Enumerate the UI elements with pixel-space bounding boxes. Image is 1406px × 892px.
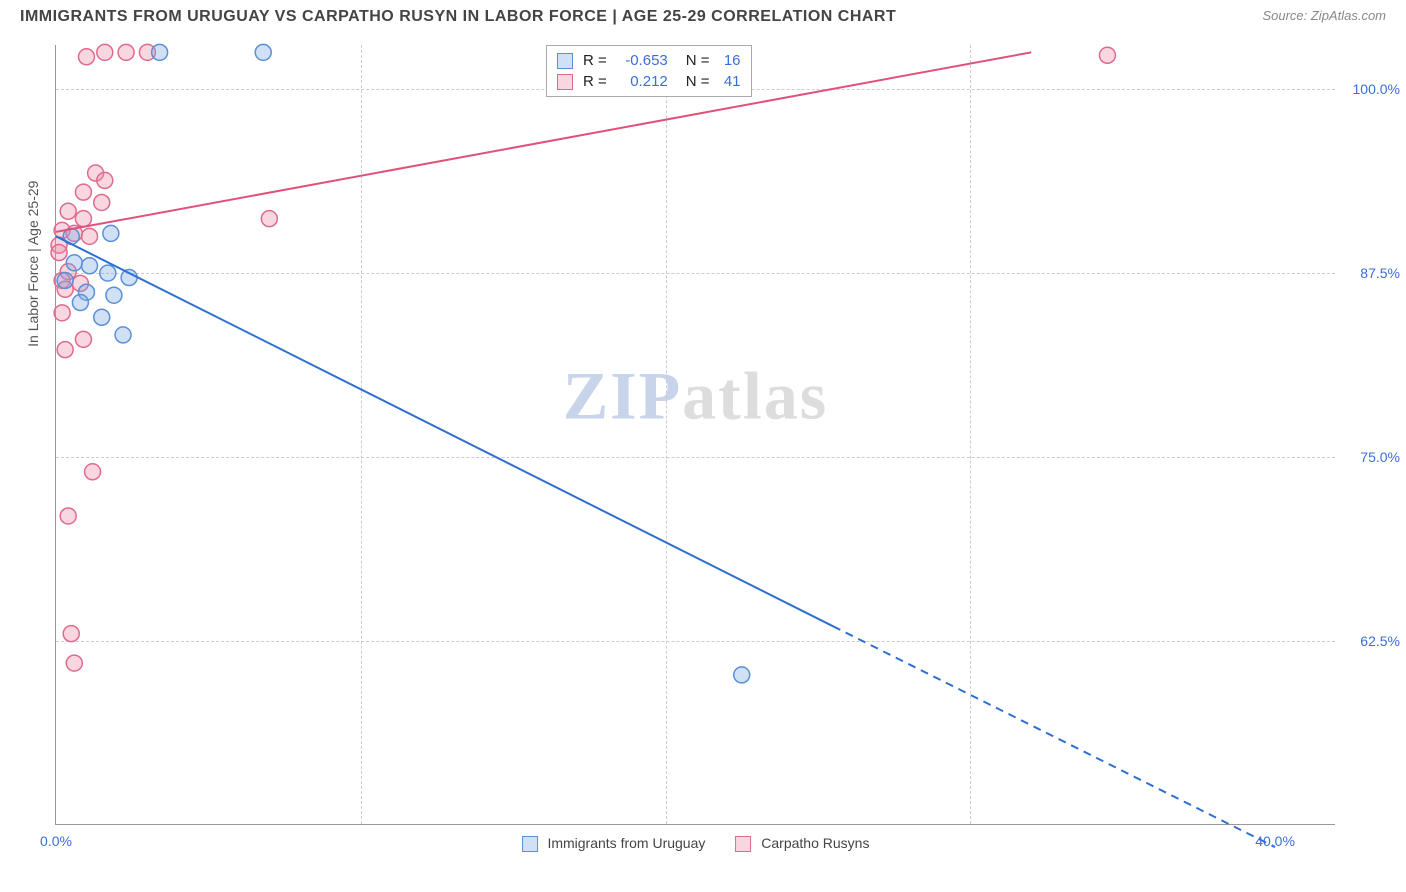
swatch-uruguay-icon xyxy=(522,836,538,852)
legend-bottom: Immigrants from Uruguay Carpatho Rusyns xyxy=(522,835,870,852)
page-title: IMMIGRANTS FROM URUGUAY VS CARPATHO RUSY… xyxy=(20,8,896,26)
data-point xyxy=(97,172,113,188)
xtick-label: 40.0% xyxy=(1255,833,1295,849)
data-point xyxy=(115,327,131,343)
data-point xyxy=(85,464,101,480)
data-point xyxy=(66,255,82,271)
stat-label-N: N = xyxy=(686,52,710,69)
legend-item-rusyn: Carpatho Rusyns xyxy=(735,835,869,852)
data-point xyxy=(75,331,91,347)
stat-label-N: N = xyxy=(686,73,710,90)
data-point xyxy=(82,258,98,274)
swatch-rusyn xyxy=(557,74,573,90)
data-point xyxy=(57,272,73,288)
data-point xyxy=(734,667,750,683)
y-axis-title: In Labor Force | Age 25-29 xyxy=(25,181,41,347)
data-point xyxy=(100,265,116,281)
data-point xyxy=(54,305,70,321)
data-point xyxy=(261,211,277,227)
data-point xyxy=(63,626,79,642)
legend-row-uruguay: R = -0.653 N = 16 xyxy=(557,50,741,71)
legend-item-uruguay: Immigrants from Uruguay xyxy=(522,835,706,852)
stat-label-R: R = xyxy=(583,52,607,69)
ytick-label: 87.5% xyxy=(1360,265,1400,281)
correlation-chart: ZIPatlas 100.0%87.5%75.0%62.5% R = -0.65… xyxy=(55,45,1335,825)
legend-label-uruguay: Immigrants from Uruguay xyxy=(547,835,705,851)
data-point xyxy=(1099,47,1115,63)
stat-R-rusyn: 0.212 xyxy=(613,73,668,90)
data-point xyxy=(66,655,82,671)
data-point xyxy=(103,225,119,241)
legend-row-rusyn: R = 0.212 N = 41 xyxy=(557,71,741,92)
stat-N-rusyn: 41 xyxy=(716,73,741,90)
data-point xyxy=(255,44,271,60)
ytick-label: 62.5% xyxy=(1360,633,1400,649)
data-point xyxy=(51,245,67,261)
data-point xyxy=(94,309,110,325)
legend-label-rusyn: Carpatho Rusyns xyxy=(761,835,869,851)
data-point xyxy=(60,508,76,524)
ytick-label: 100.0% xyxy=(1353,81,1400,97)
data-point xyxy=(78,49,94,65)
data-point xyxy=(118,44,134,60)
data-point xyxy=(152,44,168,60)
stat-N-uruguay: 16 xyxy=(716,52,741,69)
stat-label-R: R = xyxy=(583,73,607,90)
data-point xyxy=(94,194,110,210)
data-point xyxy=(106,287,122,303)
xtick-label: 0.0% xyxy=(40,833,72,849)
trend-line xyxy=(56,236,833,626)
legend-stats-box: R = -0.653 N = 16 R = 0.212 N = 41 xyxy=(546,45,752,97)
data-point xyxy=(72,295,88,311)
data-point xyxy=(75,211,91,227)
data-point xyxy=(97,44,113,60)
stat-R-uruguay: -0.653 xyxy=(613,52,668,69)
trend-line xyxy=(56,52,1031,232)
swatch-rusyn-icon xyxy=(735,836,751,852)
scatter-plot-svg xyxy=(56,45,1335,824)
data-point xyxy=(57,342,73,358)
data-point xyxy=(82,228,98,244)
source-credit: Source: ZipAtlas.com xyxy=(1262,8,1386,23)
swatch-uruguay xyxy=(557,53,573,69)
trend-line-extrapolated xyxy=(833,626,1275,847)
data-point xyxy=(75,184,91,200)
data-point xyxy=(60,203,76,219)
ytick-label: 75.0% xyxy=(1360,449,1400,465)
